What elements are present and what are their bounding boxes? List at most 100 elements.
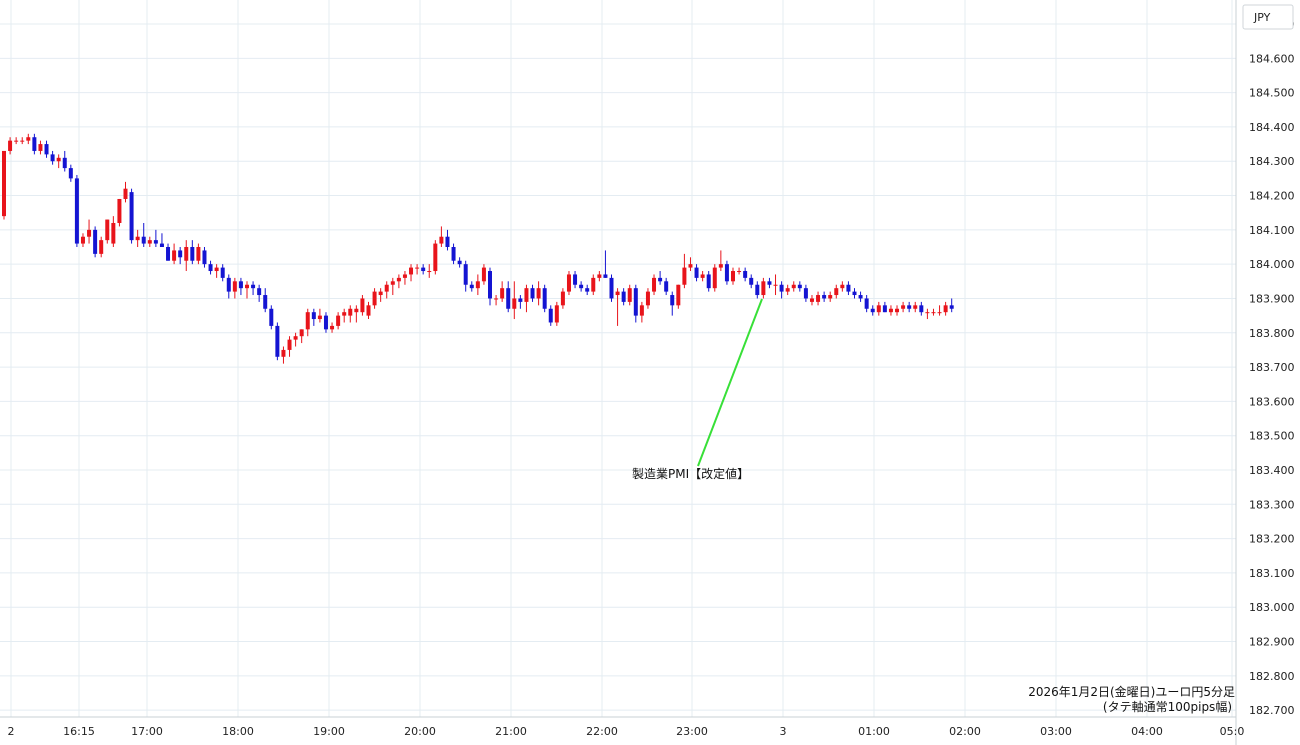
candle-body <box>694 267 699 278</box>
candle <box>949 298 954 313</box>
candle <box>153 229 158 248</box>
candle-body <box>396 277 401 282</box>
candle-body <box>797 284 802 289</box>
candle-body <box>245 284 249 289</box>
candle-body <box>123 188 128 199</box>
candle-body <box>2 150 6 217</box>
candle-body <box>488 271 492 299</box>
candle-body <box>676 284 681 306</box>
candle-body <box>366 305 371 316</box>
candle-body <box>56 157 61 162</box>
candle <box>336 312 341 330</box>
candle-body <box>348 308 353 316</box>
candle <box>913 301 918 313</box>
candle <box>245 281 249 299</box>
candle-body <box>208 264 213 272</box>
candle <box>603 250 608 278</box>
candle-body <box>943 305 948 313</box>
candle <box>803 284 808 302</box>
candle <box>62 150 67 172</box>
candle <box>481 264 486 285</box>
annotation-label: 製造業PMI【改定値】 <box>632 466 749 481</box>
candle <box>773 274 778 296</box>
candle <box>433 240 438 275</box>
candle-body <box>220 267 225 278</box>
candle <box>44 140 49 158</box>
candle <box>621 288 626 306</box>
candle-body <box>500 288 505 299</box>
candle-body <box>548 308 553 323</box>
y-tick-label: 184.600 <box>1249 52 1295 65</box>
candle <box>196 243 201 265</box>
candle <box>579 281 584 292</box>
candle-body <box>445 236 450 248</box>
candle <box>378 288 383 302</box>
candle <box>743 267 748 282</box>
candle-body <box>378 291 383 296</box>
candle-body <box>135 236 140 241</box>
candle-body <box>615 291 620 296</box>
currency-box[interactable]: JPY <box>1242 4 1294 30</box>
candle-body <box>779 284 784 292</box>
candle <box>536 281 541 306</box>
candle <box>494 295 499 306</box>
candle <box>111 216 116 248</box>
candle-body <box>159 243 164 248</box>
candle <box>870 305 875 316</box>
candle <box>925 308 930 320</box>
candle <box>700 271 705 282</box>
y-tick-label: 184.500 <box>1249 87 1295 100</box>
candle-body <box>700 274 705 278</box>
candle <box>317 308 322 323</box>
y-tick-label: 183.700 <box>1249 361 1295 374</box>
candle-body <box>427 271 432 273</box>
candle <box>342 308 347 323</box>
candle <box>506 281 511 313</box>
candle-body <box>870 308 875 313</box>
candle <box>50 150 55 165</box>
candle <box>135 229 140 248</box>
candle-body <box>415 267 420 269</box>
candle-body <box>14 140 19 142</box>
candle <box>372 288 377 309</box>
candle <box>573 271 578 289</box>
y-tick-label: 184.400 <box>1249 121 1295 134</box>
candle-body <box>925 312 930 314</box>
candle-body <box>178 250 183 258</box>
candle-body <box>627 288 632 302</box>
candle <box>864 295 869 313</box>
candle <box>421 264 426 275</box>
candle-body <box>591 277 596 292</box>
candle <box>500 281 505 302</box>
candle <box>330 322 335 333</box>
y-tick-label: 183.000 <box>1249 601 1295 614</box>
candle <box>214 264 219 278</box>
candle <box>415 264 420 275</box>
candle-body <box>311 312 316 320</box>
candle-body <box>317 315 322 320</box>
y-tick-label: 183.600 <box>1249 395 1295 408</box>
candle-body <box>105 219 110 241</box>
candle <box>755 281 760 299</box>
candle-body <box>755 284 760 296</box>
candle-body <box>712 267 717 289</box>
candle <box>202 247 207 268</box>
candle <box>530 284 535 302</box>
x-tick-label: 03:00 <box>1040 725 1072 738</box>
candle <box>299 329 304 344</box>
y-tick-label: 183.300 <box>1249 498 1295 511</box>
candle <box>822 291 827 302</box>
candle <box>469 281 474 292</box>
candle-body <box>8 140 13 151</box>
candle-body <box>560 291 565 306</box>
candle <box>172 243 177 265</box>
candle <box>8 137 13 155</box>
candle <box>548 305 553 326</box>
candle-body <box>524 288 529 302</box>
candle <box>888 305 893 316</box>
candle-body <box>785 288 790 292</box>
candle-body <box>111 222 116 244</box>
candle-body <box>658 277 663 282</box>
candle <box>512 281 517 320</box>
